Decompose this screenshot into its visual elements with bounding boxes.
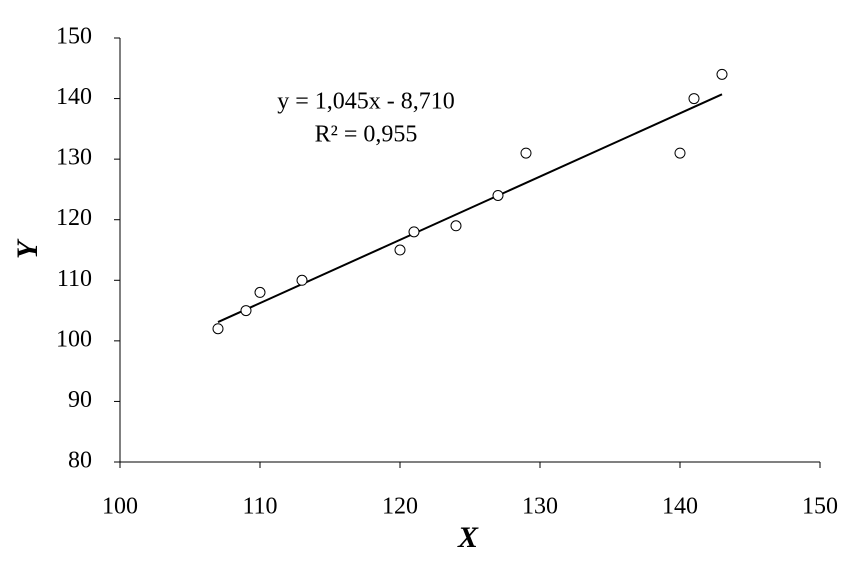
- r-squared: R² = 0,955: [315, 122, 418, 148]
- y-tick-label: 130: [56, 145, 92, 171]
- x-tick-label: 140: [662, 494, 698, 520]
- y-tick-label: 110: [57, 266, 92, 292]
- point: [520, 147, 532, 159]
- point: [212, 323, 224, 335]
- point: [408, 226, 420, 238]
- equation: y = 1,045x - 8,710: [277, 89, 455, 115]
- point: [296, 274, 308, 286]
- x-tick-label: 150: [802, 494, 838, 520]
- y-tick-label: 80: [68, 448, 92, 474]
- point: [716, 68, 728, 80]
- x-tick-label: 130: [522, 494, 558, 520]
- y-tick-label: 90: [68, 387, 92, 413]
- y-tick-label: 140: [56, 84, 92, 110]
- point: [450, 220, 462, 232]
- x-tick-label: 120: [382, 494, 418, 520]
- point: [240, 305, 252, 317]
- point: [688, 93, 700, 105]
- x-axis-title: X: [457, 521, 479, 554]
- point: [492, 189, 504, 201]
- y-axis-title: Y: [11, 238, 44, 259]
- x-tick-label: 110: [242, 494, 277, 520]
- y-tick-label: 150: [56, 24, 92, 50]
- y-tick-label: 100: [56, 326, 92, 352]
- trend-line: [217, 93, 723, 323]
- point: [394, 244, 406, 256]
- point: [254, 286, 266, 298]
- point: [674, 147, 686, 159]
- y-tick-label: 120: [56, 205, 92, 231]
- x-tick-label: 100: [102, 494, 138, 520]
